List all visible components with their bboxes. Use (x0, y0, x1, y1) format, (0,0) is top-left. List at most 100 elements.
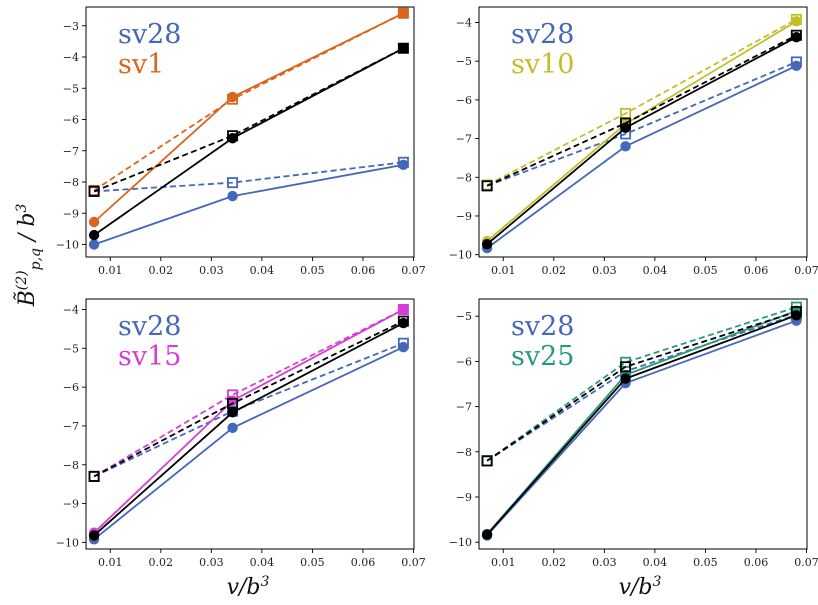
data-point-square (88, 185, 100, 197)
data-point-circle (791, 31, 802, 43)
x-tick-label: 0.04 (250, 264, 275, 277)
series-line (93, 308, 404, 478)
y-tick-label: −10 (449, 536, 472, 549)
y-tick-label: −9 (456, 210, 472, 223)
data-point-square (227, 397, 239, 409)
axes-frame (478, 298, 808, 550)
y-tick-label: −6 (456, 355, 472, 368)
data-point-square (620, 117, 632, 129)
series-line (93, 346, 404, 541)
x-axis-label-left-text: v/b (227, 575, 261, 600)
data-point-square (397, 303, 409, 315)
x-tick-label: 0.02 (149, 556, 174, 569)
x-tick-label: 0.03 (592, 556, 617, 569)
data-point-square (227, 130, 239, 142)
data-point-circle (88, 229, 100, 241)
y-tick-label: −5 (456, 310, 472, 323)
data-point-square (227, 177, 239, 189)
chart-panel-1: 0.01 0.02 0.03 0.04 0.05 0.06 0.07 −10 −9 −8 −7 −6 −… (56, 6, 426, 277)
legend-entry-sv28: sv28 (118, 19, 181, 50)
legend-entry-sv10: sv10 (511, 49, 574, 80)
y-axis-label-text: B̃ (14, 290, 40, 307)
series-line (93, 163, 404, 246)
legend-entry-sv28: sv28 (511, 19, 574, 50)
y-tick-label: −9 (456, 491, 472, 504)
data-point-square (227, 93, 239, 105)
x-tick-label: 0.03 (199, 264, 224, 277)
data-point-square (790, 306, 802, 318)
data-point-square (620, 361, 632, 373)
series-line (93, 320, 404, 478)
y-axis-label-subscript: p,q (28, 248, 44, 270)
series-line (93, 12, 404, 192)
y-tick-label: −4 (63, 51, 79, 64)
data-point-circle (398, 43, 409, 54)
x-tick-label: 0.01 (491, 556, 516, 569)
x-tick-label: 0.05 (300, 556, 325, 569)
y-tick-label: −10 (449, 249, 472, 262)
legend-entry-sv28: sv28 (511, 311, 574, 342)
x-axis-label-left: v/b3 (227, 574, 270, 600)
series-line (486, 306, 797, 462)
x-axis-label-left-exponent: 3 (261, 574, 270, 590)
y-tick-label: −4 (456, 16, 472, 29)
data-point-circle (620, 373, 631, 384)
x-axis-label-right: v/b3 (619, 574, 662, 600)
x-tick-label: 0.04 (250, 556, 275, 569)
legend-entry-sv25: sv25 (511, 341, 574, 372)
data-point-square (790, 56, 802, 68)
x-tick-label: 0.03 (592, 264, 617, 277)
legend-entry-sv15: sv15 (118, 341, 181, 372)
x-tick-label: 0.04 (643, 556, 668, 569)
x-tick-label: 0.02 (542, 556, 567, 569)
chart-panel-3: 0.01 0.02 0.03 0.04 0.05 0.06 0.07 −10 −9 −8 −7 −6 −… (56, 298, 426, 569)
y-tick-label: −5 (456, 55, 472, 68)
x-tick-label: 0.07 (794, 264, 818, 277)
y-axis-label-denominator: / b (15, 213, 40, 248)
data-point-circle (791, 310, 802, 321)
x-tick-label: 0.04 (643, 264, 668, 277)
series-line (486, 310, 797, 462)
data-point-square (88, 470, 100, 482)
x-tick-label: 0.05 (693, 264, 718, 277)
y-tick-label: −10 (56, 536, 79, 549)
series-line (486, 61, 797, 187)
chart-panel-4: 0.01 0.02 0.03 0.04 0.05 0.06 0.07 −10 −9 −8 −7 −6 −… (449, 298, 818, 569)
y-tick-label: −6 (63, 114, 79, 127)
data-point-square (397, 42, 409, 54)
x-tick-label: 0.06 (351, 556, 376, 569)
data-point-square (481, 455, 493, 467)
y-tick-label: −8 (456, 171, 472, 184)
y-tick-label: −7 (456, 401, 472, 414)
data-point-circle (398, 159, 409, 171)
data-point-circle (227, 422, 238, 434)
series-line (94, 161, 404, 193)
x-tick-label: 0.02 (542, 264, 567, 277)
data-point-square (88, 470, 100, 482)
data-point-square (397, 7, 409, 19)
y-tick-label: −10 (56, 239, 79, 252)
y-axis-label-exponent: 3 (14, 204, 30, 213)
x-tick-label: 0.07 (401, 264, 426, 277)
y-axis-label: B̃(2)p,q / b3 (14, 204, 44, 308)
x-tick-label: 0.06 (744, 264, 769, 277)
x-tick-label: 0.06 (351, 264, 376, 277)
chart-panels: 0.01 0.02 0.03 0.04 0.05 0.06 0.07 −10 −9 −8 −7 −6 −… (56, 6, 818, 569)
x-tick-label: 0.07 (401, 556, 426, 569)
y-tick-label: −7 (63, 145, 79, 158)
y-tick-label: −8 (456, 446, 472, 459)
data-point-circle (88, 216, 100, 228)
data-point-circle (88, 239, 100, 250)
x-tick-label: 0.02 (149, 264, 174, 277)
data-point-circle (88, 530, 100, 541)
x-tick-label: 0.06 (744, 556, 769, 569)
series-line (486, 64, 797, 249)
y-tick-label: −3 (63, 20, 79, 33)
data-point-circle (227, 190, 238, 202)
y-tick-label: −7 (63, 420, 79, 433)
x-tick-label: 0.07 (794, 556, 818, 569)
x-tick-label: 0.01 (98, 264, 123, 277)
legend-entry-sv28: sv28 (118, 311, 181, 342)
y-tick-label: −6 (456, 94, 472, 107)
